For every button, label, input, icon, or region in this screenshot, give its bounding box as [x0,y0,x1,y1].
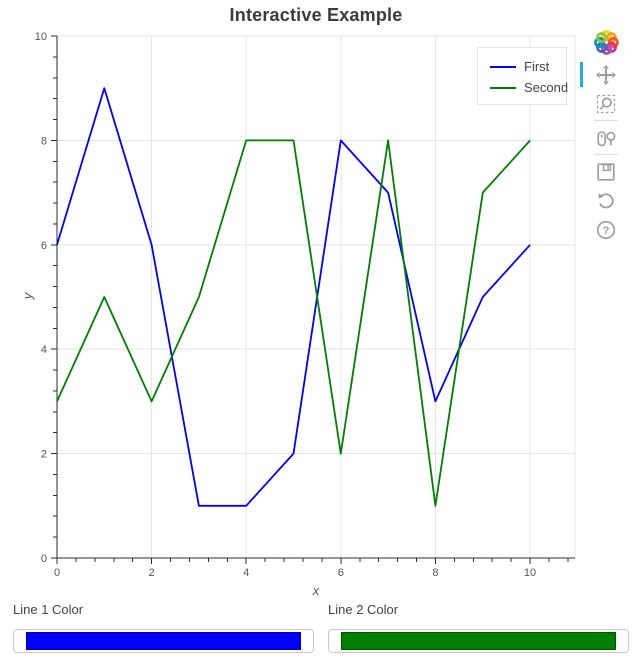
svg-text:2: 2 [149,567,155,579]
wheel-zoom-icon [597,130,616,146]
box-zoom-icon [596,94,616,113]
reset-icon [598,192,614,208]
bokeh-figure: Interactive Example 0 2 4 6 8 10 0 2 4 6 8 10 x y F… [0,0,642,600]
svg-text:0: 0 [54,567,60,579]
pan-tool-button[interactable] [580,60,632,89]
legend-item-first: First [478,56,566,77]
svg-text:8: 8 [41,135,47,147]
bokeh-logo[interactable] [580,28,632,56]
legend-label-second: Second [524,80,569,95]
legend-line-swatch-second [490,86,516,89]
line2-color-picker[interactable] [328,629,629,653]
svg-text:8: 8 [432,567,438,579]
legend: First Second [477,47,569,105]
toolbar-divider [594,154,618,155]
line2-color-label: Line 2 Color [328,602,399,617]
line1-color-picker[interactable] [13,629,314,653]
svg-text:?: ? [603,225,610,237]
legend-label-first: First [524,59,550,74]
toolbar-divider [594,120,618,121]
help-icon: ? [596,220,616,239]
svg-text:4: 4 [41,344,47,356]
reset-tool-button[interactable] [580,186,632,215]
svg-text:10: 10 [524,567,536,579]
svg-text:6: 6 [338,567,344,579]
color-widgets: Line 1 Color Line 2 Color [13,600,629,653]
svg-text:0: 0 [41,553,47,565]
legend-line-swatch-first [490,65,516,68]
chart-title: Interactive Example [229,5,403,25]
plot-canvas[interactable]: 0 2 4 6 8 10 0 2 4 6 8 10 [0,0,642,600]
svg-text:6: 6 [41,240,47,252]
wheel-zoom-tool-button[interactable] [580,123,632,152]
box-zoom-tool-button[interactable] [580,89,632,118]
svg-text:10: 10 [35,31,47,43]
line2-color-swatch [341,632,616,650]
line1-color-widget: Line 1 Color [13,600,314,653]
help-tool-button[interactable]: ? [580,215,632,244]
y-axis-label: y [20,292,35,300]
save-tool-button[interactable] [580,157,632,186]
toolbar: ? [580,28,632,244]
bokeh-logo-icon [593,29,619,55]
svg-text:2: 2 [41,449,47,461]
pan-icon [596,64,616,85]
legend-item-second: Second [478,77,569,98]
save-icon [597,162,615,181]
x-axis-label: x [312,583,320,598]
line1-color-swatch [26,632,301,650]
line1-color-label: Line 1 Color [13,602,84,617]
line2-color-widget: Line 2 Color [328,600,629,653]
svg-text:4: 4 [243,567,249,579]
